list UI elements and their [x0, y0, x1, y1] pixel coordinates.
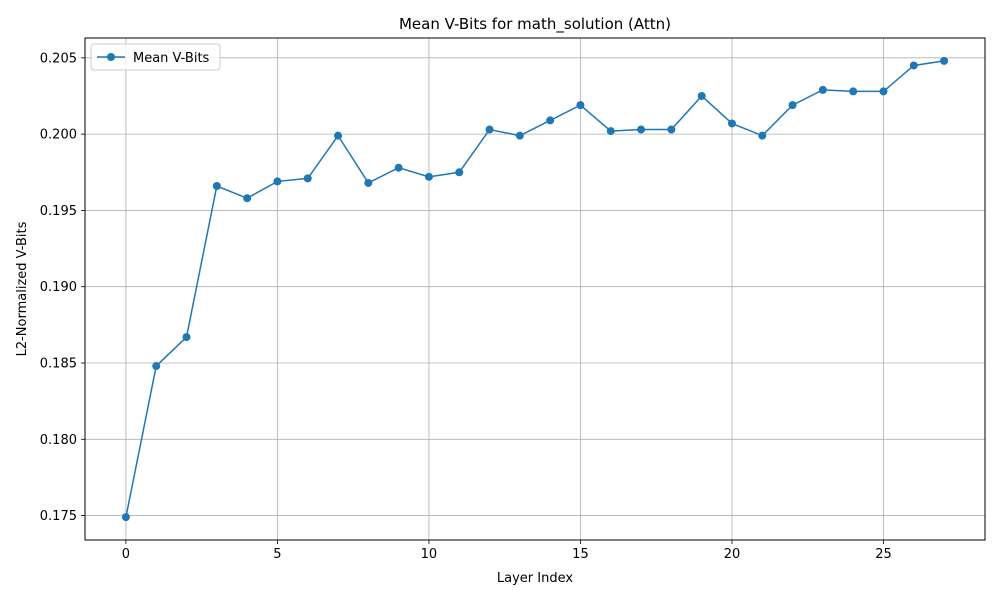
data-point: [818, 85, 827, 94]
data-point: [273, 177, 282, 186]
data-point: [121, 513, 130, 522]
data-point: [515, 131, 524, 140]
data-point: [152, 362, 161, 371]
data-point: [424, 172, 433, 181]
x-tick-label: 20: [724, 547, 741, 562]
y-tick-label: 0.175: [40, 509, 77, 524]
data-point: [606, 127, 615, 136]
data-point: [243, 194, 252, 203]
y-tick-label: 0.205: [40, 51, 77, 66]
series-line: [125, 60, 945, 518]
data-point: [212, 182, 221, 191]
x-tick-label: 0: [122, 547, 130, 562]
x-axis-title: Layer Index: [497, 571, 573, 586]
data-point: [727, 119, 736, 128]
data-point: [546, 116, 555, 125]
data-point: [334, 131, 343, 140]
data-point: [364, 178, 373, 187]
y-tick-label: 0.200: [40, 128, 77, 143]
data-point: [455, 168, 464, 177]
plot-frame: [84, 37, 986, 541]
y-axis-title: L2-Normalized V-Bits: [15, 221, 30, 356]
chart-title: Mean V-Bits for math_solution (Attn): [399, 15, 671, 34]
x-tick-label: 10: [421, 547, 438, 562]
data-point: [940, 56, 949, 65]
data-point: [303, 174, 312, 183]
y-tick-label: 0.190: [40, 280, 77, 295]
y-tick-label: 0.180: [40, 433, 77, 448]
data-point: [576, 101, 585, 110]
data-point: [485, 125, 494, 134]
legend-box: [90, 43, 221, 71]
x-tick-label: 5: [273, 547, 281, 562]
data-point: [879, 87, 888, 96]
grid: [85, 38, 985, 540]
x-tick-label: 25: [875, 547, 892, 562]
data-point: [909, 61, 918, 70]
legend-point-marker: [107, 53, 115, 61]
data-point: [788, 101, 797, 110]
data-point: [182, 333, 191, 342]
data-point: [849, 87, 858, 96]
y-tick-label: 0.195: [40, 204, 77, 219]
legend-label: Mean V-Bits: [133, 51, 210, 66]
y-tick-label: 0.185: [40, 357, 77, 372]
data-point: [697, 91, 706, 100]
series-layer: [121, 56, 949, 522]
axis-ticks: 0 5 10 15 20 25 0.175 0.180 0.185 0.190 0.195 0.200…: [40, 51, 892, 562]
data-point: [758, 131, 767, 140]
data-point: [394, 163, 403, 172]
data-point: [667, 125, 676, 134]
data-point: [637, 125, 646, 134]
legend: Mean V-Bits: [90, 43, 221, 71]
x-tick-label: 15: [572, 547, 589, 562]
